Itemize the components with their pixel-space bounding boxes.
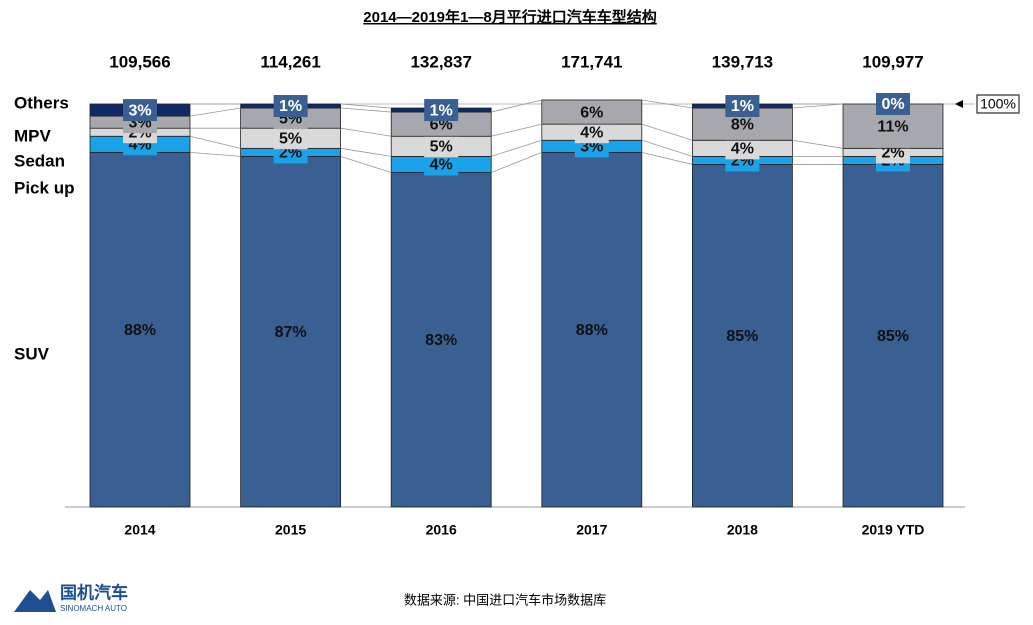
data-label: 1% <box>430 102 453 119</box>
label-box <box>725 137 760 160</box>
connector <box>340 127 392 137</box>
total-label: 132,837 <box>410 52 471 71</box>
data-label: 6% <box>580 104 603 121</box>
data-label: 85% <box>726 328 758 345</box>
connector <box>491 151 542 173</box>
label-box <box>424 153 459 176</box>
total-label: 171,741 <box>561 52 622 71</box>
x-tick-label: 2014 <box>124 522 155 538</box>
legend-label: MPV <box>14 126 52 145</box>
connector <box>491 139 542 157</box>
legend-label: Others <box>14 93 69 112</box>
data-label: 88% <box>576 322 608 339</box>
x-tick-label: 2015 <box>275 522 306 538</box>
connector <box>340 147 392 157</box>
data-label: 11% <box>877 118 908 135</box>
total-label: 109,566 <box>109 52 170 71</box>
data-label: 87% <box>275 324 307 341</box>
data-label: 1% <box>731 98 754 115</box>
data-label: 88% <box>124 322 156 339</box>
connector <box>491 99 542 113</box>
label-box <box>424 99 459 122</box>
label-box <box>725 95 760 118</box>
logo: 国机汽车 SINOMACH AUTO <box>14 582 128 613</box>
x-tick-label: 2018 <box>727 522 758 538</box>
logo-icon <box>14 590 56 612</box>
data-label: 4% <box>580 124 603 141</box>
x-tick-label: 2016 <box>426 522 457 538</box>
connector <box>189 135 241 149</box>
data-label: 5% <box>279 130 302 147</box>
data-label: 3% <box>128 102 151 119</box>
connector <box>641 151 693 165</box>
connector <box>641 99 693 109</box>
data-label: 4% <box>430 157 453 174</box>
x-tick-label: 2019 YTD <box>862 522 925 538</box>
connector <box>340 156 392 173</box>
bar-segment <box>692 164 793 508</box>
x-tick-label: 2017 <box>576 522 607 538</box>
connector <box>641 139 693 157</box>
connector <box>340 103 392 109</box>
reference-box <box>976 94 1020 114</box>
data-label: 83% <box>425 332 457 349</box>
label-box <box>273 127 308 150</box>
connector <box>641 123 693 141</box>
reference-arrow <box>955 100 963 108</box>
connector <box>189 107 241 117</box>
data-label: 4% <box>731 141 754 158</box>
bar-segment <box>390 172 492 508</box>
bar-segment <box>89 151 191 508</box>
source: 数据来源: 中国进口汽车市场数据库 <box>404 592 606 607</box>
data-label: 8% <box>731 116 754 133</box>
connector <box>189 151 241 157</box>
connector <box>792 103 844 109</box>
legend-label: Sedan <box>14 151 65 170</box>
total-label: 114,261 <box>260 52 321 71</box>
label-box <box>876 115 910 138</box>
legend-label: Pick up <box>14 178 74 197</box>
data-label: 85% <box>877 328 909 345</box>
connector <box>491 123 542 137</box>
data-label: 5% <box>430 139 453 156</box>
logo-text: 国机汽车 <box>60 582 128 602</box>
data-label: 0% <box>881 96 904 113</box>
chart-title: 2014—2019年1—8月平行进口汽车车型结构 <box>363 8 656 26</box>
connector <box>792 139 844 149</box>
total-label: 139,713 <box>712 52 773 71</box>
bar-segment <box>842 164 944 508</box>
logo-subtext: SINOMACH AUTO <box>60 604 127 613</box>
label-box <box>123 99 157 122</box>
total-label: 109,977 <box>862 52 923 71</box>
label-box <box>876 93 910 115</box>
label-box <box>574 121 609 144</box>
data-label: 1% <box>279 98 302 115</box>
label-box <box>424 135 459 158</box>
label-box <box>725 113 760 136</box>
label-box <box>574 101 609 124</box>
legend-label: SUV <box>14 344 50 363</box>
bar-segment <box>240 155 342 508</box>
bar-segment <box>541 151 643 508</box>
data-label: 2% <box>881 145 904 162</box>
label-box <box>273 95 308 118</box>
reference-label: 100% <box>980 96 1016 112</box>
connector <box>340 107 392 113</box>
